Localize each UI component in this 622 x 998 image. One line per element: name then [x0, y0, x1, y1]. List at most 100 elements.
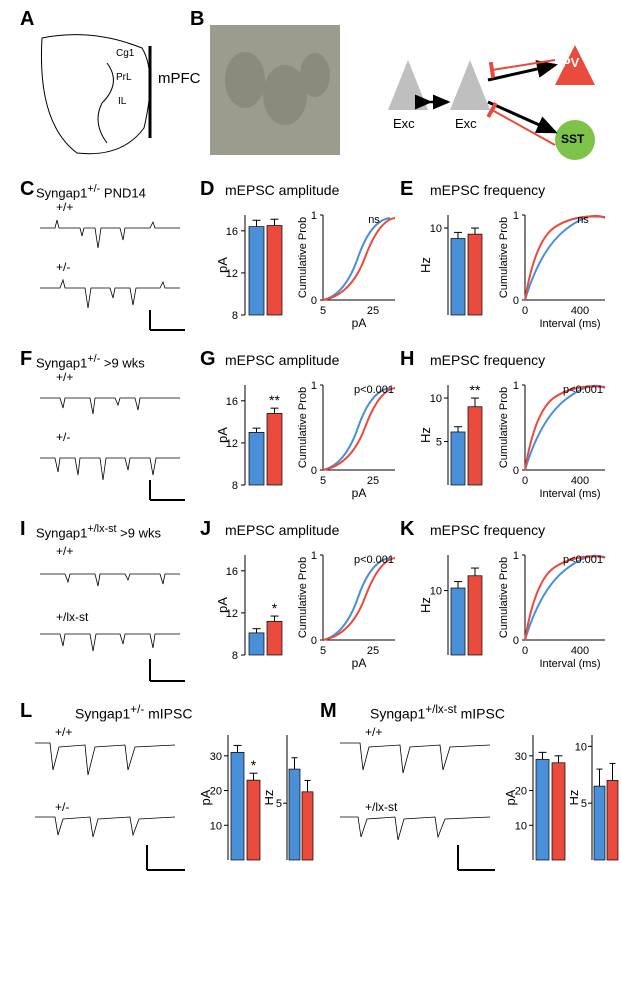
label-K: K [400, 518, 414, 541]
K-bars: 10Hz [420, 540, 490, 670]
rowF-title: Syngap1+/- >9 wks [36, 353, 145, 370]
svg-text:pA: pA [352, 486, 367, 500]
sst-label: SST [561, 132, 584, 146]
L-freq-bars: 5Hz [265, 725, 320, 880]
svg-text:0: 0 [522, 475, 528, 487]
M-amp-bars: 102030pA [505, 725, 570, 880]
panel-B-micrograph [210, 25, 360, 165]
svg-text:ns: ns [577, 214, 589, 226]
svg-text:pA: pA [200, 789, 213, 805]
svg-text:0: 0 [522, 305, 528, 317]
svg-text:Interval (ms): Interval (ms) [539, 488, 600, 500]
svg-text:10: 10 [210, 820, 222, 832]
rowF-traces [40, 380, 195, 510]
svg-text:16: 16 [226, 566, 238, 578]
svg-text:30: 30 [210, 751, 222, 763]
svg-text:25: 25 [367, 305, 379, 317]
svg-text:pA: pA [215, 257, 230, 273]
svg-text:Cumulative Prob: Cumulative Prob [498, 217, 510, 298]
svg-text:0: 0 [522, 645, 528, 657]
svg-text:pA: pA [215, 597, 230, 613]
svg-text:0: 0 [311, 295, 317, 307]
M-freq-bars: 510Hz [570, 725, 620, 880]
label-L: L [20, 700, 32, 723]
rowI-traces [40, 556, 195, 691]
svg-text:8: 8 [232, 310, 238, 322]
svg-text:16: 16 [226, 396, 238, 408]
label-D: D [200, 178, 214, 201]
H-title: mEPSC frequency [430, 352, 545, 368]
J-bars: 81216pA* [215, 540, 290, 670]
svg-text:*: * [251, 757, 257, 773]
svg-text:1: 1 [513, 380, 519, 392]
svg-text:Cumulative Prob: Cumulative Prob [498, 557, 510, 638]
svg-text:Hz: Hz [420, 257, 433, 273]
M-traces [340, 735, 500, 885]
il-label: IL [118, 96, 126, 107]
panel-A-schematic [32, 28, 182, 168]
svg-text:25: 25 [367, 475, 379, 487]
svg-text:5: 5 [320, 475, 326, 487]
svg-text:Interval (ms): Interval (ms) [539, 318, 600, 330]
svg-text:5: 5 [581, 798, 587, 810]
label-C: C [20, 178, 34, 201]
svg-text:400: 400 [571, 645, 589, 657]
svg-text:10: 10 [430, 586, 442, 598]
svg-text:p<0.001: p<0.001 [563, 554, 603, 566]
svg-text:1: 1 [311, 550, 317, 562]
label-J: J [200, 518, 211, 541]
label-H: H [400, 348, 414, 371]
svg-text:16: 16 [226, 226, 238, 238]
svg-text:10: 10 [430, 393, 442, 405]
label-G: G [200, 348, 216, 371]
svg-text:Interval (ms): Interval (ms) [539, 658, 600, 670]
svg-text:p<0.001: p<0.001 [354, 384, 394, 396]
H-bars: 510Hz** [420, 370, 490, 500]
svg-text:400: 400 [571, 305, 589, 317]
svg-text:8: 8 [232, 650, 238, 662]
label-B: B [190, 8, 204, 31]
label-M: M [320, 700, 337, 723]
svg-text:30: 30 [515, 751, 527, 763]
rowI-title: Syngap1+/lx-st >9 wks [36, 523, 161, 540]
svg-text:p<0.001: p<0.001 [354, 554, 394, 566]
D-bars: 81216pA [215, 200, 290, 330]
svg-text:0: 0 [311, 635, 317, 647]
H-cum: 010400Interval (ms)Cumulative Probp<0.00… [495, 370, 610, 500]
exc2-label: Exc [455, 116, 477, 131]
G-cum: 01525pACumulative Probp<0.001 [295, 370, 400, 500]
D-title: mEPSC amplitude [225, 182, 339, 198]
svg-text:1: 1 [311, 380, 317, 392]
svg-text:Cumulative Prob: Cumulative Prob [297, 217, 309, 298]
svg-text:10: 10 [430, 223, 442, 235]
svg-text:1: 1 [513, 550, 519, 562]
J-title: mEPSC amplitude [225, 522, 339, 538]
svg-text:pA: pA [215, 427, 230, 443]
G-bars: 81216pA** [215, 370, 290, 500]
svg-text:Hz: Hz [420, 427, 433, 443]
svg-text:Hz: Hz [265, 790, 276, 806]
svg-text:p<0.001: p<0.001 [563, 384, 603, 396]
K-title: mEPSC frequency [430, 522, 545, 538]
svg-text:0: 0 [311, 465, 317, 477]
svg-text:10: 10 [515, 820, 527, 832]
label-F: F [20, 348, 32, 371]
svg-text:**: ** [470, 382, 481, 398]
svg-text:Cumulative Prob: Cumulative Prob [297, 557, 309, 638]
L-title: Syngap1+/- mIPSC [75, 703, 192, 722]
K-cum: 010400Interval (ms)Cumulative Probp<0.00… [495, 540, 610, 670]
svg-text:Cumulative Prob: Cumulative Prob [498, 387, 510, 468]
svg-text:Hz: Hz [570, 790, 581, 806]
D-cum: 01525pACumulative Probns [295, 200, 400, 330]
svg-text:0: 0 [513, 295, 519, 307]
J-cum: 01525pACumulative Probp<0.001 [295, 540, 400, 670]
svg-text:1: 1 [513, 210, 519, 222]
prl-label: PrL [116, 72, 132, 83]
M-title: Syngap1+/lx-st mIPSC [370, 703, 505, 722]
svg-text:ns: ns [368, 214, 380, 226]
svg-text:pA: pA [352, 656, 367, 670]
svg-text:Hz: Hz [420, 597, 433, 613]
exc1-label: Exc [393, 116, 415, 131]
svg-text:0: 0 [513, 465, 519, 477]
svg-text:pA: pA [352, 316, 367, 330]
